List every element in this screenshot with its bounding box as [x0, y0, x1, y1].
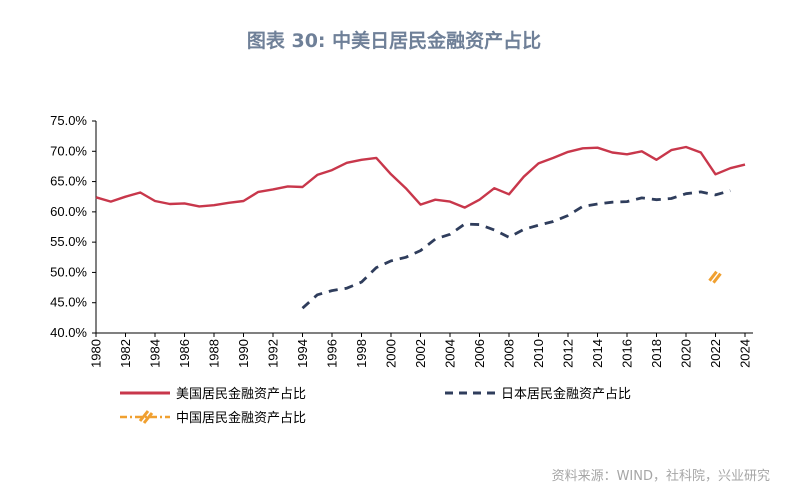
x-tick-label: 1992	[266, 339, 281, 368]
x-tick-label: 1990	[236, 339, 251, 368]
y-tick-label: 70.0%	[50, 143, 87, 158]
x-tick-label: 1986	[177, 339, 192, 368]
x-tick-label: 2018	[649, 339, 664, 368]
series-line-1	[301, 189, 731, 310]
series-point-2	[708, 270, 722, 284]
x-tick-label: 1988	[207, 339, 222, 368]
legend-label-us: 美国居民金融资产占比	[176, 386, 306, 402]
x-tick-label: 2004	[443, 339, 458, 368]
y-tick-label: 65.0%	[50, 174, 87, 189]
x-tick-label: 2012	[561, 339, 576, 368]
y-tick-label: 50.0%	[50, 264, 87, 279]
y-tick-label: 45.0%	[50, 295, 87, 310]
y-tick-label: 75.0%	[50, 113, 87, 128]
x-tick-label: 2006	[472, 339, 487, 368]
legend-marker-cn	[138, 410, 154, 424]
series-line-0	[95, 145, 746, 209]
x-tick-label: 2016	[620, 339, 635, 368]
x-tick-label: 1996	[325, 339, 340, 368]
x-tick-label: 2002	[413, 339, 428, 368]
legend-label-jp: 日本居民金融资产占比	[501, 386, 631, 402]
x-tick-label: 2020	[679, 339, 694, 368]
source-note: 资料来源：WIND，社科院，兴业研究	[551, 469, 770, 484]
legend-label-cn: 中国居民金融资产占比	[176, 410, 306, 426]
x-tick-label: 1984	[148, 339, 163, 368]
x-tick-label: 1980	[89, 339, 104, 368]
x-tick-label: 2022	[708, 339, 723, 368]
x-tick-label: 2024	[738, 339, 753, 368]
chart-title: 图表 30: 中美日居民金融资产占比	[246, 30, 542, 52]
x-tick-label: 2010	[531, 339, 546, 368]
x-tick-label: 2000	[384, 339, 399, 368]
legend: 美国居民金融资产占比 日本居民金融资产占比 中国居民金融资产占比	[120, 386, 631, 426]
y-tick-label: 60.0%	[50, 204, 87, 219]
y-tick-label: 40.0%	[50, 325, 87, 340]
x-tick-label: 1982	[118, 339, 133, 368]
y-tick-labels: 75.0% 70.0% 65.0% 60.0% 55.0% 50.0% 45.0% 40.0%	[50, 113, 96, 340]
y-tick-label: 55.0%	[50, 234, 87, 249]
x-tick-labels: 1980 1982 1984 1986 1988 1990 1992 1994 1996 1998…	[89, 333, 753, 368]
x-tick-label: 2008	[502, 339, 517, 368]
x-tick-label: 1998	[354, 339, 369, 368]
x-tick-label: 2014	[590, 339, 605, 368]
x-tick-label: 1994	[295, 339, 310, 368]
series-layer	[95, 145, 746, 310]
